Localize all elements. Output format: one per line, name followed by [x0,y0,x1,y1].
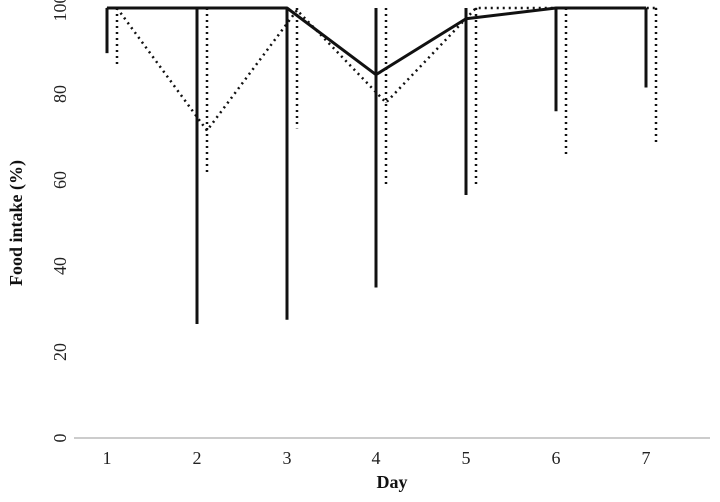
data-point [196,7,198,9]
x-tick-label: 4 [372,448,381,468]
x-tick-label: 5 [462,448,471,468]
data-point [475,7,477,9]
y-axis-title: Food intake (%) [6,160,27,286]
data-point [286,7,288,9]
y-tick-label: 20 [50,343,70,361]
y-tick-label: 80 [50,85,70,103]
y-tick-label: 0 [50,434,70,443]
x-tick-label: 7 [642,448,651,468]
data-point [106,7,108,9]
data-point [206,130,208,132]
data-point [375,74,377,76]
data-point [385,102,387,104]
data-point [645,7,647,9]
data-point [655,7,657,9]
y-tick-label: 40 [50,257,70,275]
data-point [555,7,557,9]
data-point [296,9,298,11]
x-axis-title: Day [377,472,408,492]
y-tick-labels: 0 20 40 60 80 100 [50,0,70,443]
data-point [565,7,567,9]
data-point [116,7,118,9]
x-tick-label: 3 [283,448,292,468]
y-tick-label: 60 [50,171,70,189]
x-tick-label: 2 [193,448,202,468]
y-tick-label: 100 [50,0,70,22]
x-tick-label: 6 [552,448,561,468]
x-tick-labels: 1 2 3 4 5 6 7 [103,448,651,468]
error-bars [105,8,658,325]
series-lines [106,6,657,132]
x-tick-label: 1 [103,448,112,468]
